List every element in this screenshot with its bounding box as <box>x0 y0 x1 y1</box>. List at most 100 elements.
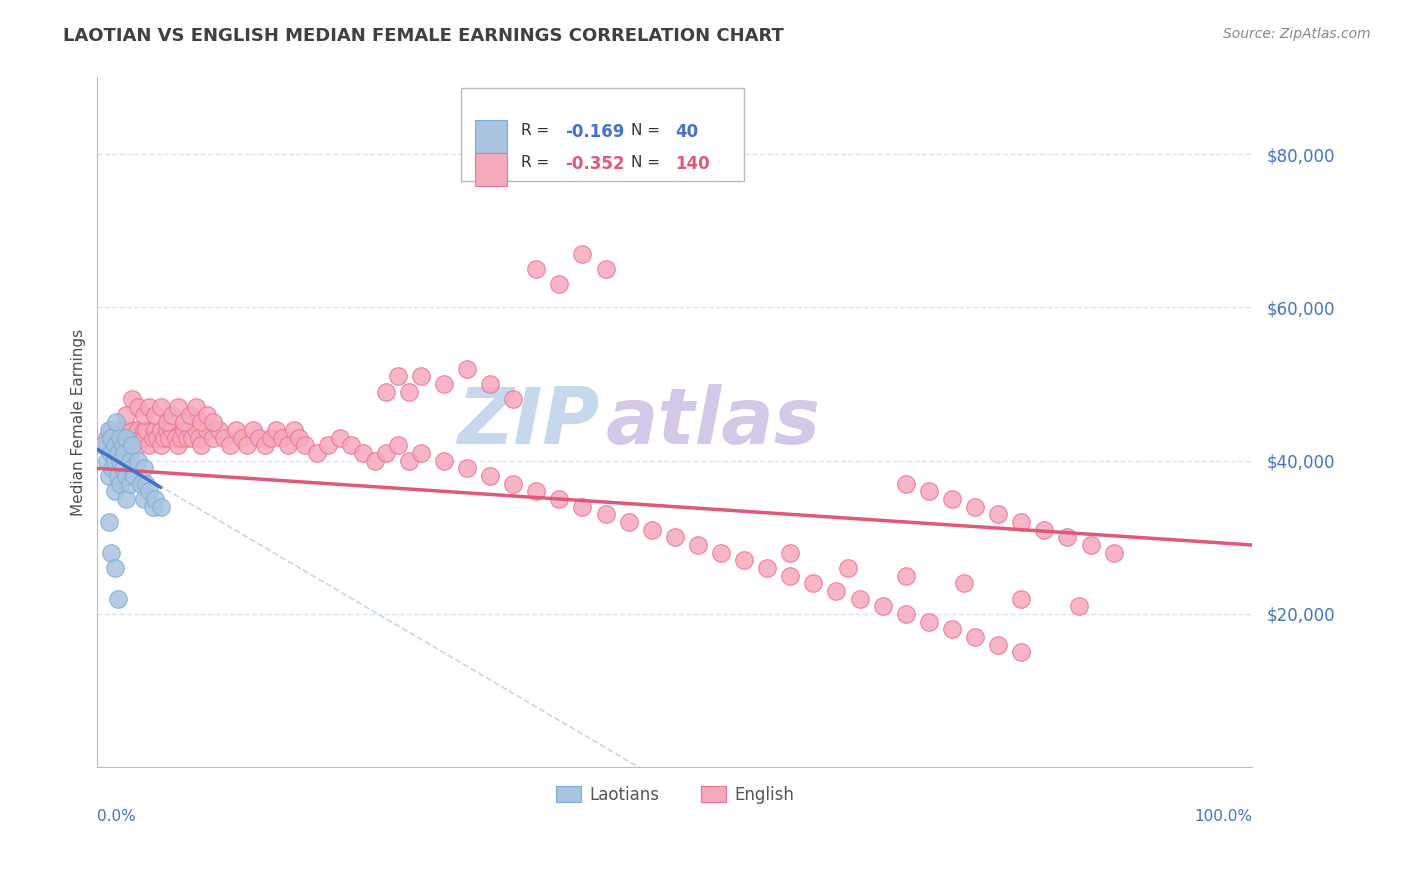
Point <box>101 461 124 475</box>
Point <box>110 431 132 445</box>
Point <box>111 461 134 475</box>
Point <box>132 491 155 506</box>
Point <box>104 561 127 575</box>
Point <box>1033 523 1056 537</box>
Point <box>664 530 686 544</box>
Point <box>207 423 229 437</box>
Point <box>110 431 132 445</box>
Point <box>143 423 166 437</box>
Point <box>146 431 169 445</box>
Point <box>363 453 385 467</box>
Point <box>236 438 259 452</box>
Point <box>894 568 917 582</box>
Point <box>190 415 212 429</box>
Point <box>132 431 155 445</box>
Point <box>387 369 409 384</box>
Point <box>176 431 198 445</box>
Point <box>107 438 129 452</box>
Point <box>479 469 502 483</box>
Point <box>352 446 374 460</box>
Point <box>184 400 207 414</box>
Point <box>524 262 547 277</box>
Point <box>118 476 141 491</box>
Point <box>595 262 617 277</box>
Point <box>115 408 138 422</box>
Point <box>1056 530 1078 544</box>
Point <box>837 561 859 575</box>
Point <box>952 576 974 591</box>
Point <box>104 446 127 460</box>
Point <box>253 438 276 452</box>
Text: -0.352: -0.352 <box>565 155 624 173</box>
Point <box>121 423 143 437</box>
Point <box>115 431 138 445</box>
Point <box>149 423 172 437</box>
Point <box>340 438 363 452</box>
Point <box>872 599 894 614</box>
Text: LAOTIAN VS ENGLISH MEDIAN FEMALE EARNINGS CORRELATION CHART: LAOTIAN VS ENGLISH MEDIAN FEMALE EARNING… <box>63 27 785 45</box>
Point <box>965 500 987 514</box>
Point <box>167 438 190 452</box>
Point <box>149 500 172 514</box>
Point <box>595 508 617 522</box>
Point <box>97 515 120 529</box>
Point <box>571 246 593 260</box>
Point <box>124 469 146 483</box>
Text: N =: N = <box>631 123 665 138</box>
Point <box>107 446 129 460</box>
Point <box>121 461 143 475</box>
Point <box>149 438 172 452</box>
Point <box>143 408 166 422</box>
Point <box>231 431 253 445</box>
Point <box>987 508 1010 522</box>
Point <box>779 568 801 582</box>
Point <box>132 423 155 437</box>
Point <box>115 438 138 452</box>
Point <box>132 408 155 422</box>
Point <box>143 491 166 506</box>
Point <box>149 400 172 414</box>
Point <box>100 431 122 445</box>
Point <box>409 446 432 460</box>
Point <box>179 423 201 437</box>
Point <box>305 446 328 460</box>
Text: R =: R = <box>522 155 554 169</box>
Point <box>169 431 191 445</box>
Point <box>288 431 311 445</box>
Point <box>132 461 155 475</box>
Text: 100.0%: 100.0% <box>1194 809 1253 823</box>
Point <box>107 469 129 483</box>
Point <box>409 369 432 384</box>
Point <box>266 423 288 437</box>
Point <box>96 453 118 467</box>
Point <box>398 453 420 467</box>
Point <box>502 476 524 491</box>
Bar <box>475 120 508 153</box>
Point <box>214 431 236 445</box>
Point <box>941 491 963 506</box>
Bar <box>475 153 508 186</box>
Point <box>1067 599 1090 614</box>
Point <box>375 446 398 460</box>
Point <box>127 400 149 414</box>
Point <box>162 423 184 437</box>
Point <box>918 615 941 629</box>
Point <box>259 431 281 445</box>
Point <box>173 415 195 429</box>
Point <box>112 446 135 460</box>
Point <box>162 408 184 422</box>
Point <box>127 438 149 452</box>
Point <box>502 392 524 407</box>
Point <box>433 377 456 392</box>
Point <box>129 476 152 491</box>
Point <box>641 523 664 537</box>
Point <box>184 423 207 437</box>
Point <box>456 361 478 376</box>
Text: 40: 40 <box>675 123 697 141</box>
Point <box>91 438 114 452</box>
Point <box>156 423 179 437</box>
Point <box>987 638 1010 652</box>
Point <box>142 500 165 514</box>
Point <box>135 423 157 437</box>
Point <box>138 438 160 452</box>
